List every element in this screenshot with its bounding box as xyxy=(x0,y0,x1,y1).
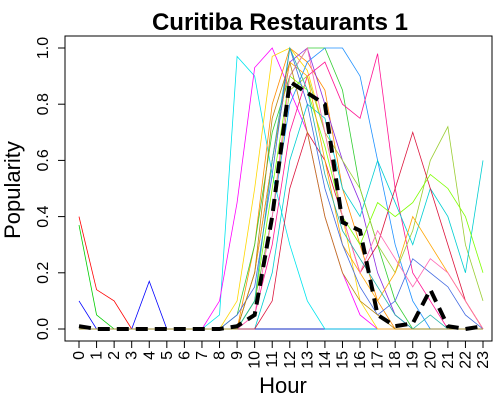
x-tick-label: 21 xyxy=(440,351,457,369)
x-axis: 0 1 2 3 4 5 6 7 8 9 10 11 12 13 14 15 16 17 18 19 20 21 22 23 xyxy=(71,340,492,369)
y-tick-label: 0.4 xyxy=(35,205,52,227)
series-line xyxy=(78,224,483,330)
x-tick-label: 23 xyxy=(475,351,492,369)
y-tick-label: 0.6 xyxy=(35,149,52,171)
series-line xyxy=(79,103,484,330)
x-tick-label: 19 xyxy=(405,351,422,369)
y-axis: 0.0 0.2 0.4 0.6 0.8 1.0 xyxy=(35,37,66,340)
y-axis-title: Popularity xyxy=(0,141,25,239)
x-tick-label: 9 xyxy=(229,351,246,360)
x-tick-label: 10 xyxy=(247,351,264,369)
x-tick-label: 13 xyxy=(299,351,316,369)
lines-layer xyxy=(78,46,484,330)
x-tick-label: 7 xyxy=(194,351,211,360)
series-line xyxy=(78,216,483,330)
x-tick-label: 4 xyxy=(141,351,158,360)
y-tick-label: 0.8 xyxy=(35,93,52,115)
x-tick-label: 20 xyxy=(422,351,439,369)
x-tick-label: 1 xyxy=(89,351,106,360)
x-tick-label: 3 xyxy=(124,351,141,360)
x-tick-label: 17 xyxy=(370,351,387,369)
x-tick-label: 5 xyxy=(159,351,176,360)
x-tick-label: 16 xyxy=(352,351,369,369)
x-tick-label: 18 xyxy=(387,351,404,369)
x-tick-label: 22 xyxy=(457,351,474,369)
y-tick-label: 0.0 xyxy=(35,318,52,340)
x-tick-label: 8 xyxy=(212,351,229,360)
x-tick-label: 2 xyxy=(106,351,123,360)
x-axis-title: Hour xyxy=(259,373,307,398)
x-tick-label: 15 xyxy=(334,351,351,369)
x-tick-label: 14 xyxy=(317,351,334,369)
x-tick-label: 12 xyxy=(282,351,299,369)
y-tick-label: 1.0 xyxy=(35,37,52,59)
x-tick-label: 0 xyxy=(71,351,88,360)
chart-title: Curitiba Restaurants 1 xyxy=(152,9,408,36)
mean-series-line xyxy=(78,78,484,332)
x-tick-label: 6 xyxy=(176,351,193,360)
y-tick-label: 0.2 xyxy=(35,262,52,284)
mean-layer xyxy=(78,78,484,332)
x-tick-label: 11 xyxy=(264,351,281,368)
